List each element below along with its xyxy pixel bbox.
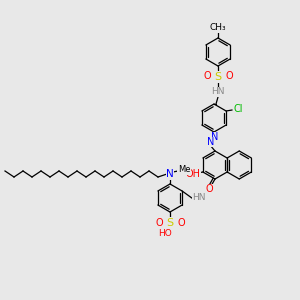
Text: N: N bbox=[207, 137, 215, 147]
Text: O: O bbox=[155, 218, 163, 228]
Text: O: O bbox=[205, 184, 213, 194]
Text: O: O bbox=[203, 71, 211, 81]
Text: S: S bbox=[167, 218, 174, 228]
Text: CH₃: CH₃ bbox=[210, 23, 226, 32]
Text: N: N bbox=[211, 132, 219, 142]
Text: HO: HO bbox=[158, 229, 172, 238]
Text: OH: OH bbox=[185, 169, 200, 179]
Text: S: S bbox=[214, 72, 222, 82]
Text: Cl: Cl bbox=[233, 104, 243, 114]
Text: N: N bbox=[166, 169, 174, 179]
Text: O: O bbox=[225, 71, 233, 81]
Text: O: O bbox=[177, 218, 185, 228]
Text: HN: HN bbox=[211, 88, 225, 97]
Text: Me: Me bbox=[178, 166, 190, 175]
Text: HN: HN bbox=[192, 193, 206, 202]
